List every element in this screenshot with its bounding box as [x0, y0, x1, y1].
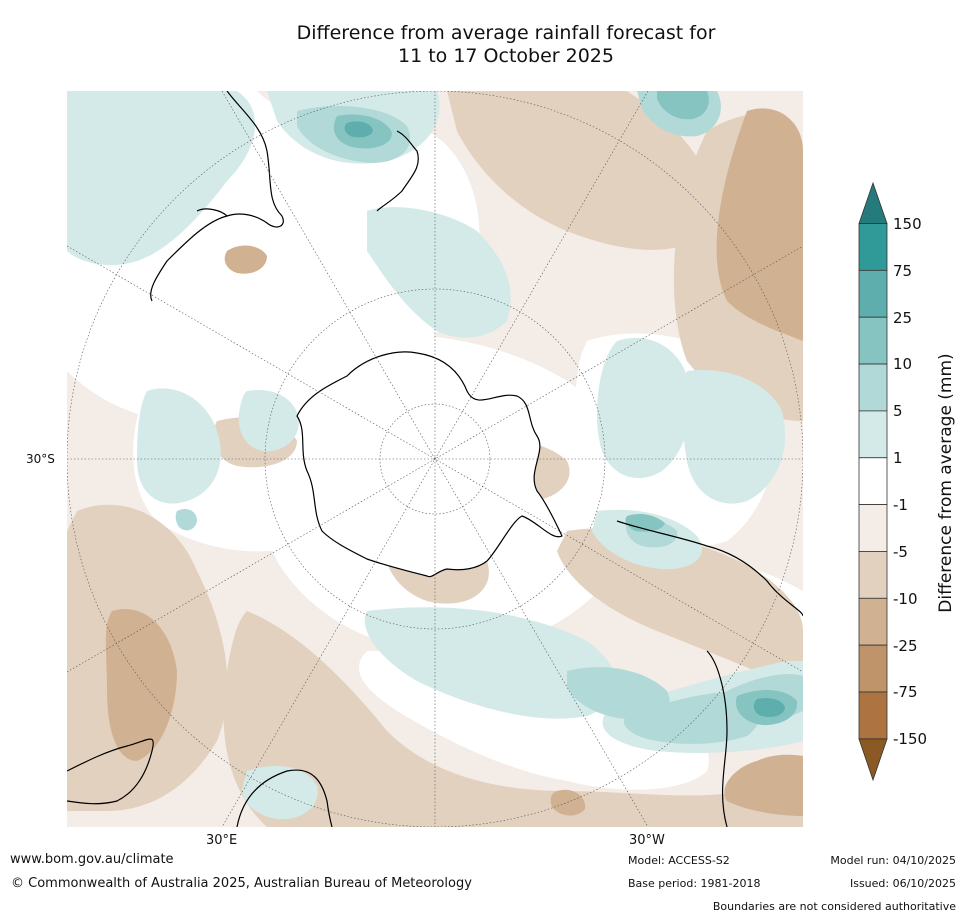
longitude-label-30w: 30°W: [629, 833, 665, 848]
footer-base-period: Base period: 1981-2018: [628, 877, 761, 890]
colorbar-band: [858, 363, 888, 412]
map-svg: [67, 91, 803, 827]
colorbar-band: [858, 269, 888, 318]
colorbar-band: [858, 504, 888, 552]
colorbar-bands: [858, 223, 888, 740]
footer-model: Model: ACCESS-S2: [628, 854, 730, 867]
colorbar-svg: [858, 181, 888, 782]
colorbar-band: [858, 223, 888, 271]
colorbar-band: [858, 410, 888, 459]
latitude-label-30s: 30°S: [26, 452, 55, 466]
dry-anomaly-medium: [105, 108, 803, 816]
chart-title: Difference from average rainfall forecas…: [0, 22, 965, 68]
colorbar: [858, 181, 892, 786]
colorbar-title-text: Difference from average (mm): [936, 353, 956, 613]
colorbar-tick: -150: [893, 730, 928, 748]
colorbar-band: [858, 597, 888, 646]
colorbar-tick: 5: [893, 402, 903, 420]
longitude-label-30e: 30°E: [206, 833, 238, 848]
rainfall-anomaly-map: [67, 91, 803, 827]
title-line-1: Difference from average rainfall forecas…: [296, 22, 716, 44]
colorbar-over-triangle: [858, 181, 888, 224]
australia-coastline: [150, 91, 284, 302]
colorbar-tick: 1: [893, 449, 903, 467]
colorbar-tick: -1: [893, 496, 908, 514]
colorbar-band: [858, 644, 888, 693]
colorbar-tick: -75: [893, 683, 918, 701]
new-zealand-coastline: [376, 130, 419, 212]
colorbar-band: [858, 551, 888, 599]
footer-model-run: Model run: 04/10/2025: [830, 854, 956, 867]
footer-copyright: © Commonwealth of Australia 2025, Austra…: [11, 876, 472, 891]
colorbar-tick: 75: [893, 262, 913, 280]
title-line-2: 11 to 17 October 2025: [398, 45, 614, 67]
colorbar-under-triangle: [858, 738, 888, 782]
colorbar-band: [858, 691, 888, 740]
wet-anomaly-very-strong: [344, 121, 785, 717]
colorbar-tick: -25: [893, 637, 918, 655]
colorbar-tick: 150: [893, 215, 922, 233]
footer-disclaimer: Boundaries are not considered authoritat…: [712, 900, 956, 913]
colorbar-band: [858, 457, 888, 505]
graticule: [67, 91, 803, 827]
colorbar-tick: -10: [893, 590, 918, 608]
colorbar-tick: 25: [893, 309, 913, 327]
south-america-coastline: [616, 520, 803, 827]
colorbar-band: [858, 316, 888, 365]
footer-url[interactable]: www.bom.gov.au/climate: [10, 852, 174, 867]
antarctica-landmass: [296, 351, 563, 578]
colorbar-tick: -5: [893, 543, 908, 561]
africa-coastline: [67, 738, 333, 827]
colorbar-tick: 10: [893, 355, 913, 373]
footer-issued: Issued: 06/10/2025: [849, 877, 956, 890]
